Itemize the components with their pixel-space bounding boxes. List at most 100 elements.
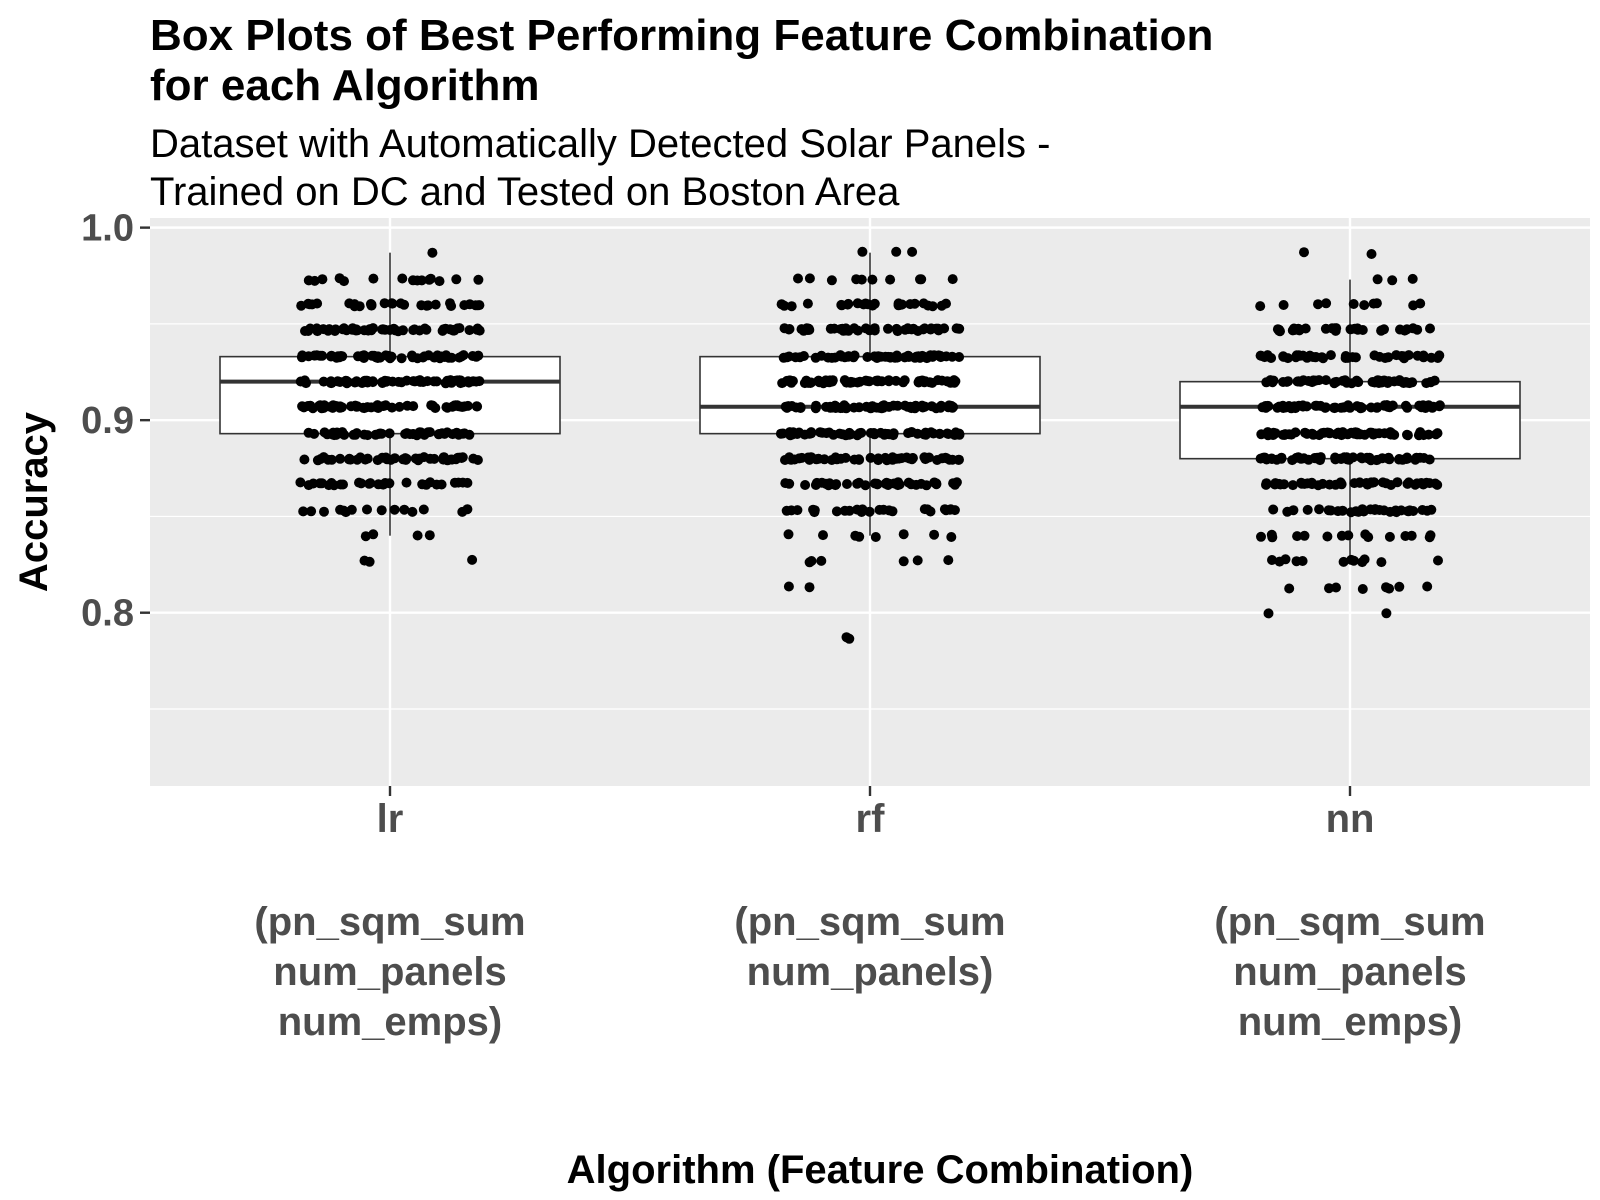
point-lr-5 <box>339 276 349 287</box>
point-nn-421 <box>1291 556 1302 567</box>
point-lr-153 <box>297 350 308 361</box>
point-lr-57 <box>464 325 475 336</box>
point-rf-439 <box>929 529 940 540</box>
y-tick-label-1: 0.9 <box>81 400 134 442</box>
point-lr-392 <box>298 506 309 517</box>
point-rf-392 <box>831 479 842 490</box>
point-nn-393 <box>1374 505 1385 515</box>
point-nn-28 <box>1412 324 1423 335</box>
point-rf-183 <box>777 378 788 389</box>
series-lr <box>219 247 561 567</box>
point-nn-5 <box>1278 300 1289 310</box>
x-tick-label-rf: rf <box>856 797 886 841</box>
point-nn-7 <box>1321 298 1332 309</box>
point-nn-387 <box>1302 504 1313 515</box>
point-nn-427 <box>1331 582 1341 593</box>
point-nn-364 <box>1269 479 1280 490</box>
point-nn-382 <box>1268 504 1279 515</box>
point-lr-300 <box>404 429 415 440</box>
point-rf-81 <box>939 323 950 334</box>
point-nn-180 <box>1352 401 1363 412</box>
point-rf-133 <box>823 352 834 363</box>
point-rf-423 <box>856 507 867 517</box>
point-lr-146 <box>311 350 322 361</box>
point-rf-353 <box>937 453 948 464</box>
point-nn-399 <box>1363 532 1374 543</box>
point-nn-241 <box>1386 428 1397 439</box>
point-rf-36 <box>867 300 878 311</box>
point-nn-14 <box>1359 300 1370 311</box>
point-nn-3 <box>1387 275 1398 286</box>
point-lr-149 <box>367 350 378 361</box>
point-lr-377 <box>453 477 464 488</box>
point-lr-38 <box>386 298 397 309</box>
point-nn-375 <box>1323 505 1334 516</box>
point-rf-429 <box>922 504 933 515</box>
point-nn-394 <box>1365 504 1376 515</box>
point-nn-66 <box>1412 350 1423 361</box>
point-lr-397 <box>418 504 429 515</box>
point-lr-29 <box>307 299 318 310</box>
point-rf-11 <box>826 275 837 286</box>
point-rf-251 <box>835 403 846 414</box>
point-nn-29 <box>1376 325 1387 336</box>
x-tick-feature-nn-2: num_emps) <box>1238 1000 1463 1044</box>
point-lr-312 <box>332 427 342 438</box>
point-lr-90 <box>419 323 430 334</box>
point-rf-366 <box>831 454 842 465</box>
point-lr-304 <box>319 427 330 438</box>
point-rf-82 <box>903 324 914 335</box>
point-nn-98 <box>1278 377 1289 387</box>
point-lr-262 <box>387 402 397 413</box>
point-lr-206 <box>468 376 479 387</box>
point-lr-387 <box>362 504 372 515</box>
point-lr-355 <box>456 453 467 463</box>
point-rf-317 <box>815 427 826 438</box>
point-lr-138 <box>443 352 454 363</box>
point-rf-436 <box>854 531 865 542</box>
point-nn-362 <box>1261 479 1271 490</box>
point-lr-400 <box>338 505 349 516</box>
point-rf-33 <box>779 300 790 311</box>
point-lr-306 <box>457 428 468 439</box>
point-nn-428 <box>1394 581 1405 592</box>
point-lr-303 <box>362 430 373 441</box>
point-nn-402 <box>1299 530 1310 541</box>
point-nn-144 <box>1429 375 1440 386</box>
point-nn-306 <box>1411 452 1422 463</box>
chart-title-line-2: for each Algorithm <box>150 61 540 110</box>
point-nn-346 <box>1430 478 1441 489</box>
point-rf-195 <box>803 377 814 388</box>
y-tick-label-2: 1.0 <box>81 208 134 250</box>
point-lr-36 <box>445 298 455 309</box>
point-nn-38 <box>1395 324 1405 335</box>
point-nn-244 <box>1270 428 1281 439</box>
point-nn-259 <box>1368 429 1379 440</box>
point-lr-242 <box>346 401 357 412</box>
y-axis-title: Accuracy <box>12 411 56 592</box>
point-nn-135 <box>1379 375 1390 386</box>
point-rf-315 <box>943 429 954 439</box>
point-lr-92 <box>350 325 361 336</box>
point-nn-130 <box>1321 375 1331 386</box>
point-nn-203 <box>1339 402 1350 413</box>
point-lr-383 <box>315 478 325 489</box>
point-nn-298 <box>1315 455 1325 466</box>
point-lr-223 <box>472 401 483 412</box>
point-nn-88 <box>1310 352 1321 363</box>
point-rf-434 <box>898 529 909 540</box>
point-nn-373 <box>1346 507 1356 518</box>
point-rf-358 <box>904 453 915 464</box>
point-nn-44 <box>1275 326 1285 337</box>
point-rf-37 <box>909 298 920 309</box>
series-rf <box>699 246 1041 644</box>
point-rf-298 <box>785 430 796 441</box>
point-lr-398 <box>399 504 410 515</box>
point-lr-341 <box>413 455 424 466</box>
point-nn-310 <box>1377 453 1388 464</box>
point-nn-318 <box>1364 452 1375 463</box>
chart-title-line-1: Box Plots of Best Performing Feature Com… <box>150 11 1213 60</box>
point-rf-380 <box>842 479 852 489</box>
point-rf-47 <box>883 323 893 334</box>
point-rf-10 <box>867 274 878 285</box>
